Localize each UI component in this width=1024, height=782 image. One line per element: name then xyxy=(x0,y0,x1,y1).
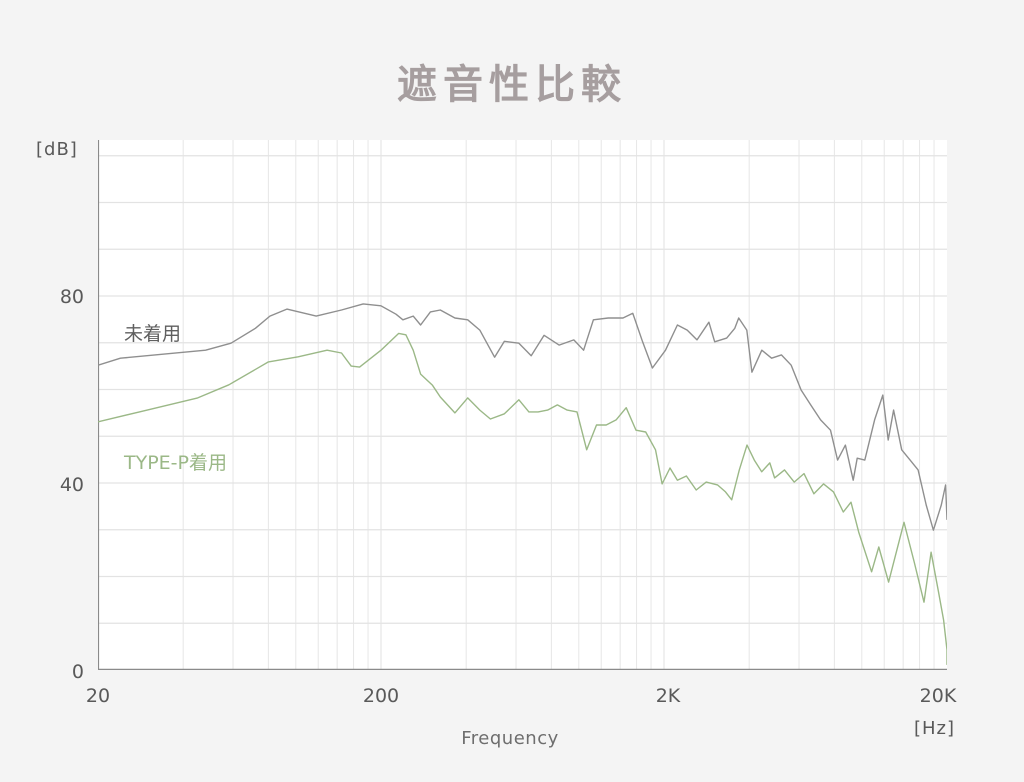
x-tick-20: 20 xyxy=(85,685,111,707)
x-tick-2k: 2K xyxy=(655,685,681,707)
series-unworn-line xyxy=(98,303,947,531)
y-axis-unit: [dB] xyxy=(36,139,78,160)
chart-canvas xyxy=(98,140,947,670)
x-tick-200: 200 xyxy=(362,685,400,707)
x-tick-20k: 20K xyxy=(919,685,957,707)
legend-typep: TYPE-P着用 xyxy=(124,452,227,474)
y-tick-0: 0 xyxy=(71,661,84,683)
y-tick-40: 40 xyxy=(59,474,84,496)
y-tick-80: 80 xyxy=(59,286,84,308)
plot-area xyxy=(98,140,947,670)
chart-title: 遮音性比較 xyxy=(397,62,627,108)
legend-unworn: 未着用 xyxy=(124,323,182,345)
x-axis-unit: [Hz] xyxy=(914,718,956,739)
x-axis-title: Frequency xyxy=(461,728,559,749)
series-typep-line xyxy=(98,332,947,665)
